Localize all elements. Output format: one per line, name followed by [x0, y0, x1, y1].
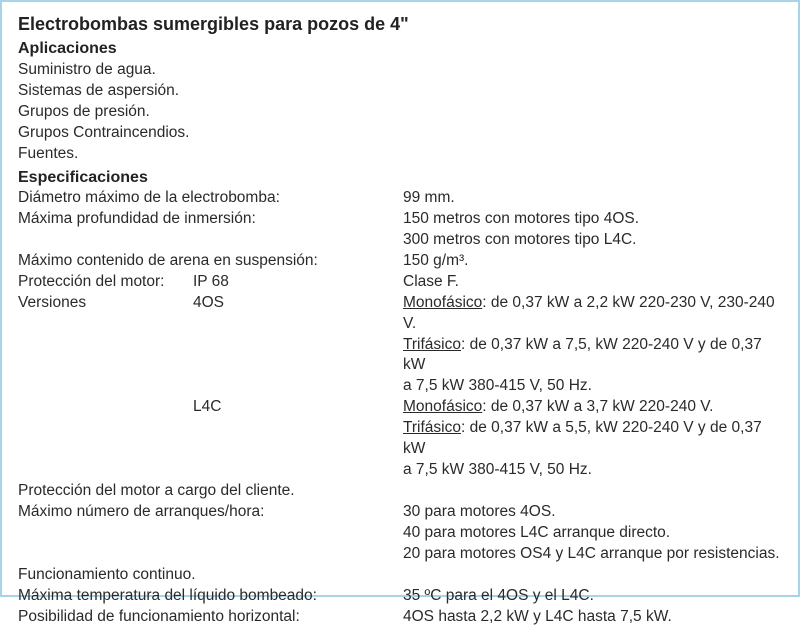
spec-label [18, 460, 403, 481]
spec-label: Versiones4OS [18, 293, 403, 335]
spec-label: Protección del motor:IP 68 [18, 272, 403, 293]
applications-list: Suministro de agua. Sistemas de aspersió… [18, 60, 782, 165]
spec-row-versions-l4c-tri2: a 7,5 kW 380-415 V, 50 Hz. [18, 460, 782, 481]
phase-label: Monofásico [403, 398, 482, 415]
spec-label [18, 230, 403, 251]
spec-row-versions-4os-tri: Trifásico: de 0,37 kW a 7,5, kW 220-240 … [18, 335, 782, 377]
spec-value: a 7,5 kW 380-415 V, 50 Hz. [403, 376, 782, 397]
spec-value: 4OS hasta 2,2 kW y L4C hasta 7,5 kW. [403, 607, 782, 627]
spec-sublabel: Protección del motor: [18, 272, 193, 293]
spec-row-depth-2: 300 metros con motores tipo L4C. [18, 230, 782, 251]
spec-value: Trifásico: de 0,37 kW a 7,5, kW 220-240 … [403, 335, 782, 377]
spec-label [18, 523, 403, 544]
spec-sheet: Electrobombas sumergibles para pozos de … [0, 0, 800, 597]
spec-value: 150 g/m³. [403, 251, 782, 272]
list-item: Fuentes. [18, 144, 782, 165]
specifications-heading: Especificaciones [18, 167, 782, 189]
spec-value: Clase F. [403, 272, 782, 293]
spec-row-horizontal: Posibilidad de funcionamiento horizontal… [18, 607, 782, 627]
spec-row-starts: Máximo número de arranques/hora: 30 para… [18, 502, 782, 523]
spec-row-diameter: Diámetro máximo de la electrobomba: 99 m… [18, 188, 782, 209]
spec-label [18, 376, 403, 397]
phase-label: Trifásico [403, 336, 461, 353]
spec-row-versions-l4c: L4C Monofásico: de 0,37 kW a 3,7 kW 220-… [18, 397, 782, 418]
phase-detail: : de 0,37 kW a 3,7 kW 220-240 V. [482, 398, 713, 415]
spec-row-protection: Protección del motor:IP 68 Clase F. [18, 272, 782, 293]
page-title: Electrobombas sumergibles para pozos de … [18, 12, 782, 36]
spec-row-starts-2: 40 para motores L4C arranque directo. [18, 523, 782, 544]
spec-row-depth: Máxima profundidad de inmersión: 150 met… [18, 209, 782, 230]
spec-label: Diámetro máximo de la electrobomba: [18, 188, 403, 209]
spec-label: Máximo número de arranques/hora: [18, 502, 403, 523]
spec-label [18, 544, 403, 565]
spec-row-versions-4os: Versiones4OS Monofásico: de 0,37 kW a 2,… [18, 293, 782, 335]
spec-line-protection-client: Protección del motor a cargo del cliente… [18, 481, 782, 502]
spec-value: Trifásico: de 0,37 kW a 5,5, kW 220-240 … [403, 418, 782, 460]
spec-value: 20 para motores OS4 y L4C arranque por r… [403, 544, 782, 565]
version-l4c: L4C [193, 398, 221, 415]
spec-row-temp: Máxima temperatura del líquido bombeado:… [18, 586, 782, 607]
version-4os: 4OS [193, 294, 224, 311]
spec-sublabel: Versiones [18, 293, 193, 314]
spec-label [18, 335, 403, 377]
spec-value: Monofásico: de 0,37 kW a 3,7 kW 220-240 … [403, 397, 782, 418]
spec-row-versions-l4c-tri: Trifásico: de 0,37 kW a 5,5, kW 220-240 … [18, 418, 782, 460]
spec-row-sand: Máximo contenido de arena en suspensión:… [18, 251, 782, 272]
spec-row-starts-3: 20 para motores OS4 y L4C arranque por r… [18, 544, 782, 565]
phase-label: Trifásico [403, 419, 461, 436]
spec-value: 30 para motores 4OS. [403, 502, 782, 523]
spec-label [18, 418, 403, 460]
spec-value: 300 metros con motores tipo L4C. [403, 230, 782, 251]
spec-label: L4C [18, 397, 403, 418]
spec-value: a 7,5 kW 380-415 V, 50 Hz. [403, 460, 782, 481]
spec-value: 150 metros con motores tipo 4OS. [403, 209, 782, 230]
spec-label: Máxima profundidad de inmersión: [18, 209, 403, 230]
spec-value: Monofásico: de 0,37 kW a 2,2 kW 220-230 … [403, 293, 782, 335]
phase-label: Monofásico [403, 294, 482, 311]
spec-value: 99 mm. [403, 188, 782, 209]
applications-heading: Aplicaciones [18, 38, 782, 60]
spec-value: 35 ºC para el 4OS y el L4C. [403, 586, 782, 607]
spec-label: Máximo contenido de arena en suspensión: [18, 251, 403, 272]
spec-label: Posibilidad de funcionamiento horizontal… [18, 607, 403, 627]
list-item: Sistemas de aspersión. [18, 81, 782, 102]
spec-label: Máxima temperatura del líquido bombeado: [18, 586, 403, 607]
list-item: Suministro de agua. [18, 60, 782, 81]
spec-subvalue: IP 68 [193, 273, 229, 290]
spec-value: 40 para motores L4C arranque directo. [403, 523, 782, 544]
spec-line-continuous: Funcionamiento continuo. [18, 565, 782, 586]
list-item: Grupos Contraincendios. [18, 123, 782, 144]
list-item: Grupos de presión. [18, 102, 782, 123]
spec-row-versions-4os-tri2: a 7,5 kW 380-415 V, 50 Hz. [18, 376, 782, 397]
